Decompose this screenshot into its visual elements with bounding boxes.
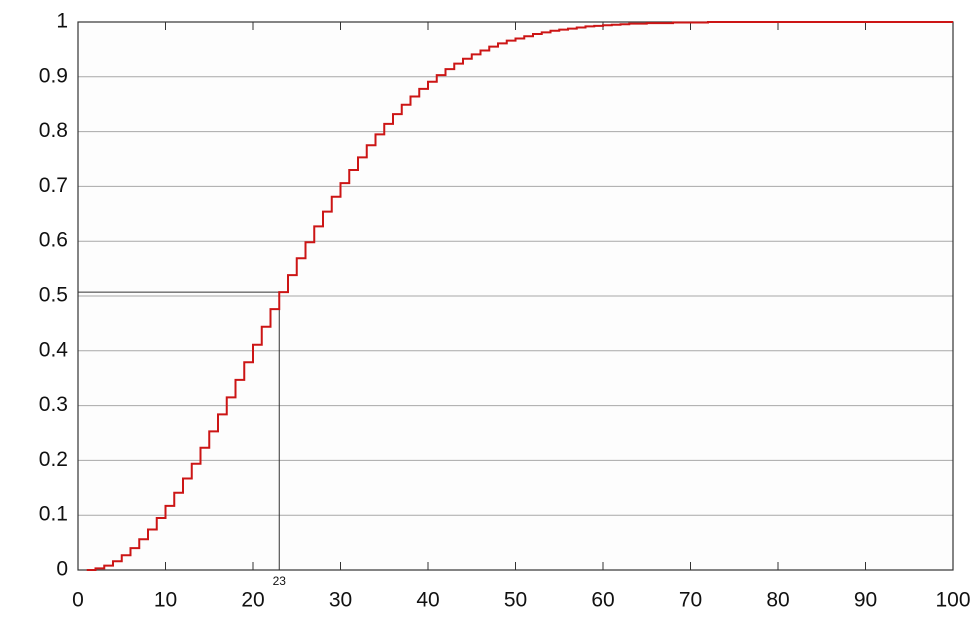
y-tick-label: 0.1 bbox=[39, 503, 68, 526]
x-tick-label: 60 bbox=[591, 589, 614, 612]
y-tick-label: 0 bbox=[56, 558, 68, 581]
y-tick-label: 0.2 bbox=[39, 448, 68, 471]
y-tick-label: 0.3 bbox=[39, 393, 68, 416]
x-tick-label: 90 bbox=[854, 589, 877, 612]
x-tick-label: 100 bbox=[935, 589, 970, 612]
x-tick-label: 10 bbox=[154, 589, 177, 612]
y-tick-label: 0.4 bbox=[39, 338, 69, 361]
x-tick-label: 50 bbox=[504, 589, 527, 612]
x-tick-label: 30 bbox=[329, 589, 352, 612]
y-tick-label: 0.9 bbox=[39, 64, 68, 87]
plot-frame bbox=[77, 21, 954, 571]
x-tick-label: 70 bbox=[679, 589, 702, 612]
x-tick-label: 20 bbox=[241, 589, 264, 612]
x-tick-label: 80 bbox=[766, 589, 789, 612]
x-tick-label: 40 bbox=[416, 589, 439, 612]
y-tick-label: 0.6 bbox=[39, 229, 68, 252]
y-tick-label: 0.8 bbox=[39, 119, 68, 142]
step-line bbox=[86, 21, 953, 571]
y-tick-label: 0.5 bbox=[39, 284, 68, 307]
marker-label: 23 bbox=[273, 574, 287, 588]
y-tick-label: 1 bbox=[56, 10, 68, 33]
y-tick-label: 0.7 bbox=[39, 174, 68, 197]
x-tick-label: 0 bbox=[72, 589, 84, 612]
